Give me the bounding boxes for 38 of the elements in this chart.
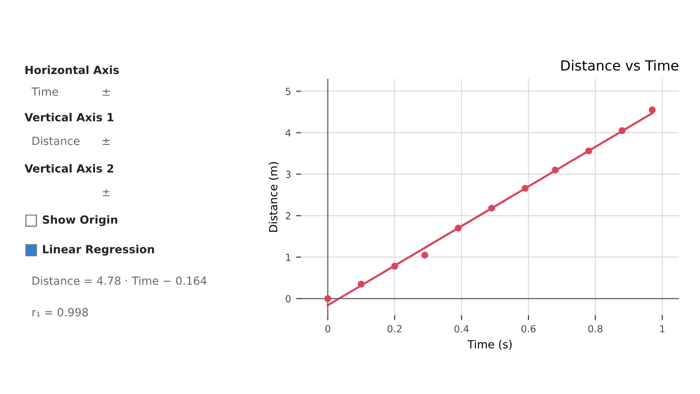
text: Show Origin	[42, 215, 118, 226]
chart-title: Distance vs Time	[561, 60, 678, 71]
point	[324, 295, 332, 302]
point	[552, 166, 559, 174]
y-tick-label: 1	[286, 254, 290, 261]
text: Distance = 4.78 · Time − 0.164	[32, 276, 207, 285]
point	[421, 252, 428, 259]
x-axis-title: Time (s)	[467, 340, 512, 350]
x-tick-label: 1	[660, 325, 664, 332]
x-tick-label: 0.6	[521, 325, 536, 332]
text: Vertical Axis 2	[24, 164, 114, 173]
text: Time	[31, 87, 58, 96]
text: ±	[102, 189, 110, 196]
y-tick-label: 0	[286, 295, 291, 302]
x-tick-label: 0	[325, 325, 330, 332]
text: r₁ = 0.998	[32, 308, 88, 316]
x-tick-label: 0.4	[454, 325, 469, 332]
point	[488, 204, 496, 212]
point	[358, 280, 365, 288]
text: ±	[102, 88, 110, 96]
point	[454, 224, 462, 232]
text: Horizontal Axis	[26, 66, 119, 74]
text: ±	[102, 138, 110, 145]
text: Distance	[32, 136, 80, 146]
point	[522, 184, 529, 192]
point	[585, 147, 592, 154]
y-axis-title: Distance (m)	[268, 162, 279, 232]
y-tick-label: 3	[286, 170, 290, 178]
y-tick-label: 4	[286, 129, 291, 136]
x-tick-label: 0.2	[388, 325, 402, 332]
y-tick-label: 5	[286, 88, 290, 96]
x-tick-label: 0.8	[588, 325, 602, 332]
text: Vertical Axis 1	[24, 112, 114, 122]
text: Linear Regression	[43, 244, 154, 256]
point	[618, 127, 626, 134]
point	[391, 262, 398, 270]
y-tick-label: 2	[286, 212, 290, 220]
point	[648, 106, 656, 114]
